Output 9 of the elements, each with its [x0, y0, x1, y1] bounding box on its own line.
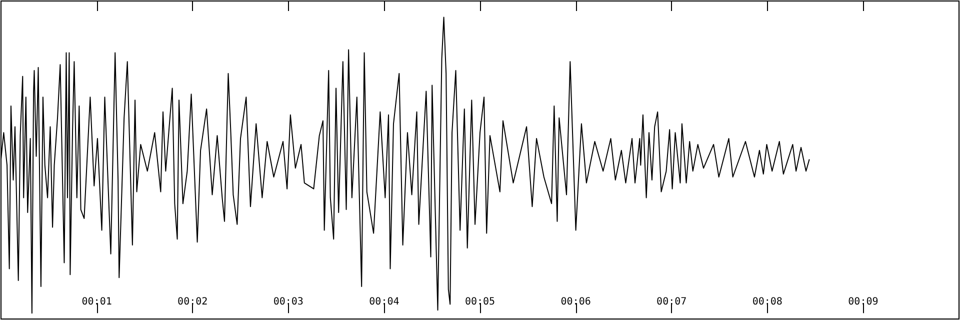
- x-tick-label: 00:09: [848, 296, 878, 308]
- x-tick-label: 00:06: [560, 296, 591, 308]
- x-tick-label: 00:01: [82, 296, 112, 308]
- x-tick-label: 00:07: [656, 296, 687, 308]
- x-tick-label: 00:03: [273, 296, 304, 308]
- x-tick-label: 00:08: [752, 296, 782, 308]
- x-tick-label: 00:05: [464, 296, 496, 308]
- x-tick-label: 00:04: [369, 296, 400, 308]
- x-tick-label: 00:02: [178, 296, 208, 308]
